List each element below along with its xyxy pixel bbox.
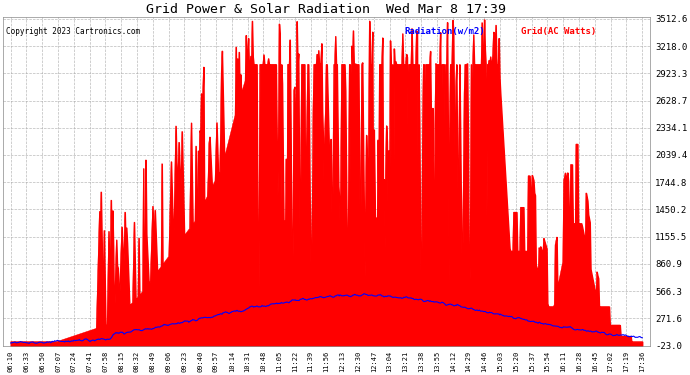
Title: Grid Power & Solar Radiation  Wed Mar 8 17:39: Grid Power & Solar Radiation Wed Mar 8 1… xyxy=(146,3,506,16)
Text: Copyright 2023 Cartronics.com: Copyright 2023 Cartronics.com xyxy=(6,27,140,36)
Text: Radiation(w/m2): Radiation(w/m2) xyxy=(404,27,485,36)
Text: Grid(AC Watts): Grid(AC Watts) xyxy=(521,27,596,36)
